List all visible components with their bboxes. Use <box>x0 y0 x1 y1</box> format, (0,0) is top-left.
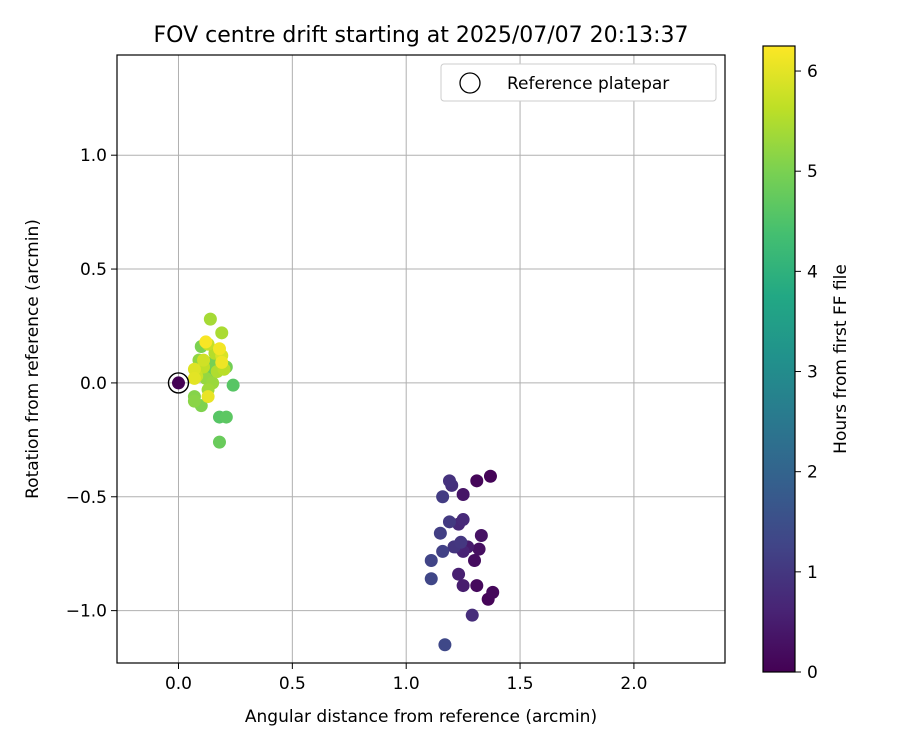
data-point <box>187 362 201 376</box>
colorbar-tick-label: 0 <box>807 663 818 683</box>
data-point <box>215 355 229 369</box>
data-point <box>454 535 468 549</box>
data-point <box>226 378 240 392</box>
data-point <box>187 394 201 408</box>
colorbar-tick-label: 6 <box>807 62 818 82</box>
y-axis-ticks: −1.0 −0.5 0.0 0.5 1.0 <box>66 146 117 622</box>
x-tick-label: 0.5 <box>279 674 306 694</box>
y-tick-label: −0.5 <box>66 488 107 508</box>
colorbar-ticks: 0 1 2 3 4 5 6 <box>795 62 818 683</box>
data-point <box>187 371 201 385</box>
data-point <box>215 326 229 340</box>
legend-entry-reference: Reference platepar <box>507 74 669 94</box>
legend-reference-symbol <box>459 72 481 94</box>
data-point <box>424 572 438 586</box>
data-point <box>442 474 456 488</box>
data-point <box>474 528 488 542</box>
y-axis-label: Rotation from reference (arcmin) <box>23 219 43 499</box>
data-point <box>452 567 466 581</box>
x-axis-ticks: 0.0 0.5 1.0 1.5 2.0 <box>165 663 647 694</box>
x-tick-label: 1.5 <box>507 674 534 694</box>
colorbar-tick-label: 3 <box>807 363 818 383</box>
data-point <box>171 376 185 390</box>
colorbar-gradient <box>762 45 796 673</box>
data-point <box>433 526 447 540</box>
data-point <box>424 554 438 568</box>
data-point <box>470 579 484 593</box>
legend: Reference platepar <box>440 63 717 102</box>
data-point <box>219 410 233 424</box>
data-point <box>201 390 215 404</box>
data-point <box>472 542 486 556</box>
x-axis-label: Angular distance from reference (arcmin) <box>245 707 597 727</box>
y-tick-label: −1.0 <box>66 602 107 622</box>
data-point <box>436 544 450 558</box>
data-point <box>470 474 484 488</box>
colorbar-tick-label: 2 <box>807 463 818 483</box>
y-tick-label: 0.5 <box>80 260 107 280</box>
data-point <box>486 585 500 599</box>
data-point <box>438 638 452 652</box>
colorbar: 0 1 2 3 4 5 6 Hours from first FF file <box>762 45 851 683</box>
data-point <box>212 435 226 449</box>
legend-box <box>440 63 717 102</box>
data-point <box>442 515 456 529</box>
data-point <box>456 579 470 593</box>
data-point <box>212 342 226 356</box>
reference-marker <box>167 372 190 394</box>
plot-frame <box>116 54 726 664</box>
data-point <box>436 490 450 504</box>
colorbar-label: Hours from first FF file <box>831 264 851 454</box>
data-point <box>197 353 211 367</box>
colorbar-tick-label: 4 <box>807 262 818 282</box>
data-point <box>468 554 482 568</box>
y-tick-label: 0.0 <box>80 374 107 394</box>
reference-point <box>167 372 190 394</box>
chart-title: FOV centre drift starting at 2025/07/07 … <box>154 23 689 48</box>
colorbar-tick-label: 5 <box>807 162 818 182</box>
grid-lines <box>117 55 725 663</box>
x-tick-label: 0.0 <box>165 674 192 694</box>
colorbar-tick-label: 1 <box>807 563 818 583</box>
data-points <box>171 312 500 652</box>
data-point <box>483 469 497 483</box>
y-tick-label: 1.0 <box>80 146 107 166</box>
x-tick-label: 1.0 <box>393 674 420 694</box>
data-point <box>199 335 213 349</box>
data-point <box>203 312 217 326</box>
x-tick-label: 2.0 <box>620 674 647 694</box>
data-point <box>465 608 479 622</box>
data-point <box>456 513 470 527</box>
data-point <box>456 487 470 501</box>
